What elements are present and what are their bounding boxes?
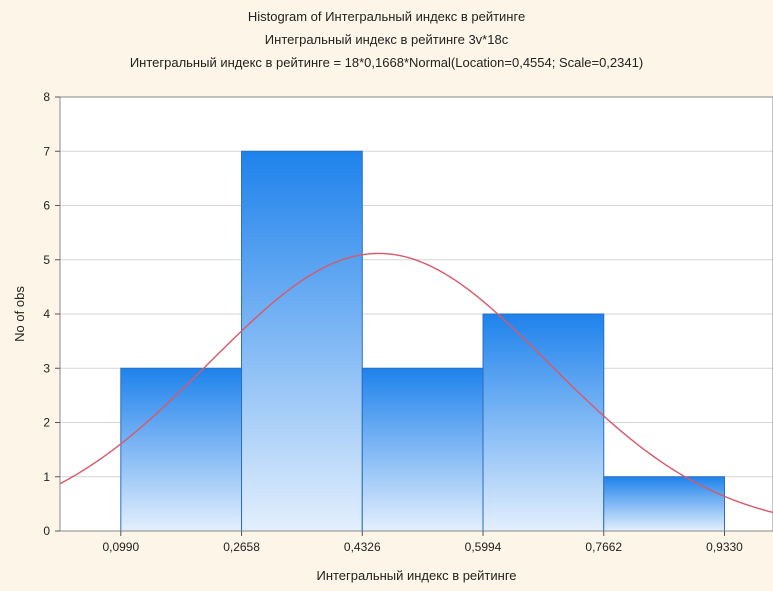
x-tick-label: 0,4326 [344, 540, 381, 554]
x-tick-label: 0,9330 [706, 540, 743, 554]
histogram-bar [603, 476, 726, 532]
y-axis-ticks: 0 1 2 3 4 5 6 7 8 [43, 90, 60, 538]
histogram-bar [241, 150, 363, 532]
y-tick-label: 1 [43, 470, 50, 484]
histogram-bar [361, 367, 484, 532]
normal-fit-curve [60, 252, 773, 514]
x-tick-label: 0,0990 [102, 540, 139, 554]
y-tick-label: 7 [43, 144, 50, 158]
y-tick-label: 3 [43, 361, 50, 375]
x-tick-label: 0,2658 [223, 540, 260, 554]
chart-subtitle: Интегральный индекс в рейтинге 3v*18c [264, 32, 509, 47]
chart-formula: Интегральный индекс в рейтинге = 18*0,16… [129, 55, 644, 70]
x-tick-label: 0,7662 [585, 540, 622, 554]
x-axis-label: Интегральный индекс в рейтинге [316, 568, 516, 583]
y-tick-label: 5 [43, 253, 50, 267]
histogram-bar [482, 313, 605, 532]
x-tick-label: 0,5994 [465, 540, 502, 554]
y-axis-label: No of obs [12, 286, 27, 342]
histogram-bar [120, 367, 243, 532]
y-tick-label: 8 [43, 90, 50, 104]
histogram-bars [120, 150, 726, 532]
y-tick-label: 2 [43, 416, 50, 430]
chart-title: Histogram of Интегральный индекс в рейти… [247, 9, 526, 24]
y-tick-label: 0 [43, 524, 50, 538]
normal-curve-layer [60, 252, 773, 514]
y-tick-label: 6 [43, 199, 50, 213]
x-axis-ticks: 0,0990 0,2658 0,4326 0,5994 0,7662 0,9330 [102, 531, 743, 554]
y-tick-label: 4 [43, 307, 50, 321]
